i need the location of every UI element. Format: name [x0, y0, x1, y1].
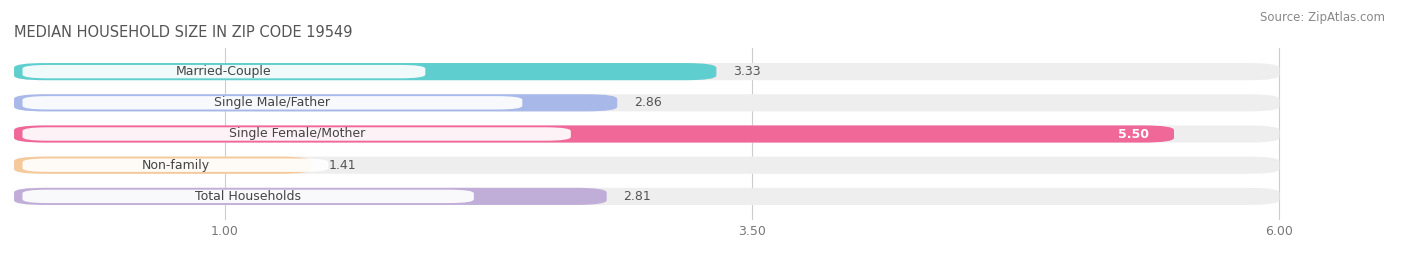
- FancyBboxPatch shape: [14, 94, 617, 111]
- FancyBboxPatch shape: [14, 63, 1279, 80]
- FancyBboxPatch shape: [14, 157, 312, 174]
- Text: 2.86: 2.86: [634, 96, 662, 109]
- FancyBboxPatch shape: [22, 127, 571, 141]
- Text: Total Households: Total Households: [195, 190, 301, 203]
- Text: Single Male/Father: Single Male/Father: [214, 96, 330, 109]
- FancyBboxPatch shape: [14, 94, 1279, 111]
- Text: Source: ZipAtlas.com: Source: ZipAtlas.com: [1260, 11, 1385, 24]
- FancyBboxPatch shape: [22, 158, 329, 172]
- Text: Married-Couple: Married-Couple: [176, 65, 271, 78]
- FancyBboxPatch shape: [14, 157, 1279, 174]
- Text: 3.33: 3.33: [734, 65, 761, 78]
- Text: 5.50: 5.50: [1118, 128, 1149, 140]
- Text: Single Female/Mother: Single Female/Mother: [229, 128, 364, 140]
- FancyBboxPatch shape: [14, 188, 1279, 205]
- Text: 2.81: 2.81: [624, 190, 651, 203]
- Text: Non-family: Non-family: [142, 159, 209, 172]
- FancyBboxPatch shape: [14, 125, 1174, 143]
- FancyBboxPatch shape: [14, 188, 607, 205]
- FancyBboxPatch shape: [22, 65, 426, 78]
- FancyBboxPatch shape: [14, 63, 717, 80]
- FancyBboxPatch shape: [22, 96, 523, 110]
- FancyBboxPatch shape: [14, 125, 1279, 143]
- FancyBboxPatch shape: [22, 190, 474, 203]
- Text: MEDIAN HOUSEHOLD SIZE IN ZIP CODE 19549: MEDIAN HOUSEHOLD SIZE IN ZIP CODE 19549: [14, 25, 353, 40]
- Text: 1.41: 1.41: [329, 159, 356, 172]
